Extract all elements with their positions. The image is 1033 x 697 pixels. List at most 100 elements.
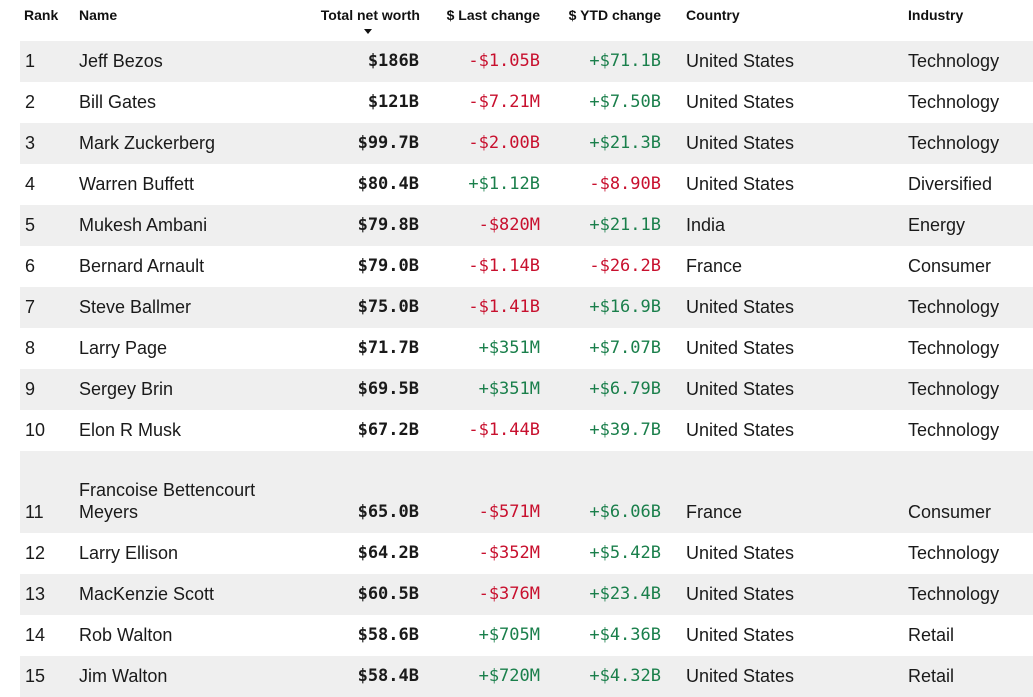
industry-cell: Consumer	[908, 502, 992, 522]
industry-cell: Retail	[908, 666, 955, 686]
net-worth-cell: $69.5B	[357, 379, 419, 399]
country-cell: United States	[686, 543, 795, 563]
ytd-change-cell: +$21.3B	[589, 133, 661, 153]
last-change-cell: +$351M	[478, 379, 540, 399]
net-worth-cell: $186B	[367, 51, 419, 71]
industry-cell: Consumer	[908, 256, 992, 276]
last-change-cell: -$571M	[478, 502, 540, 522]
ytd-change-cell: +$6.79B	[589, 379, 661, 399]
ytd-change-cell: +$4.36B	[589, 625, 661, 645]
country-cell: United States	[686, 625, 795, 645]
country-cell: India	[686, 215, 726, 235]
rank-cell: 1	[25, 51, 36, 71]
table-header: Rank Name Total net worth $ Last change …	[0, 0, 1033, 41]
industry-cell: Technology	[908, 133, 1000, 153]
name-cell[interactable]: Jim Walton	[79, 666, 168, 686]
net-worth-cell: $64.2B	[357, 543, 419, 563]
rank-cell: 7	[25, 297, 36, 317]
rank-cell: 6	[25, 256, 36, 276]
country-cell: France	[686, 256, 743, 276]
ytd-change-cell: +$7.07B	[589, 338, 661, 358]
country-column-header[interactable]: Country	[686, 7, 740, 23]
industry-cell: Technology	[908, 92, 1000, 112]
net-worth-cell: $121B	[367, 92, 419, 112]
last-change-cell: -$2.00B	[468, 133, 540, 153]
table-row[interactable]: 4 Warren Buffett $80.4B +$1.12B -$8.90B …	[20, 164, 1033, 205]
country-cell: United States	[686, 666, 795, 686]
table-row[interactable]: 2 Bill Gates $121B -$7.21M +$7.50B Unite…	[20, 82, 1033, 123]
country-cell: France	[686, 502, 743, 522]
name-cell[interactable]: Sergey Brin	[79, 379, 174, 399]
industry-cell: Diversified	[908, 174, 993, 194]
caret-down-icon	[364, 29, 372, 34]
country-cell: United States	[686, 297, 795, 317]
ytd-change-cell: +$7.50B	[589, 92, 661, 112]
table-row[interactable]: 6 Bernard Arnault $79.0B -$1.14B -$26.2B…	[20, 246, 1033, 287]
net-worth-column-header[interactable]: Total net worth	[320, 7, 420, 23]
ytd-change-column-header[interactable]: $ YTD change	[568, 7, 661, 23]
last-change-cell: -$1.14B	[468, 256, 540, 276]
table-row[interactable]: 11 Francoise Bettencourt Meyers $65.0B -…	[20, 451, 1033, 533]
table-row[interactable]: 14 Rob Walton $58.6B +$705M +$4.36B Unit…	[20, 615, 1033, 656]
name-cell[interactable]: Bill Gates	[79, 92, 157, 112]
table-row[interactable]: 13 MacKenzie Scott $60.5B -$376M +$23.4B…	[20, 574, 1033, 615]
net-worth-cell: $79.8B	[357, 215, 419, 235]
ytd-change-cell: +$5.42B	[589, 543, 661, 563]
net-worth-cell: $67.2B	[357, 420, 419, 440]
ytd-change-cell: +$71.1B	[589, 51, 661, 71]
industry-cell: Retail	[908, 625, 955, 645]
name-column-header[interactable]: Name	[79, 7, 118, 23]
name-cell[interactable]: Jeff Bezos	[79, 51, 163, 71]
name-cell[interactable]: Francoise Bettencourt Meyers	[79, 480, 256, 522]
name-cell[interactable]: Mark Zuckerberg	[79, 133, 216, 153]
table-row[interactable]: 8 Larry Page $71.7B +$351M +$7.07B Unite…	[20, 328, 1033, 369]
industry-cell: Technology	[908, 420, 1000, 440]
name-cell[interactable]: Steve Ballmer	[79, 297, 192, 317]
ytd-change-cell: +$6.06B	[589, 502, 661, 522]
country-cell: United States	[686, 133, 795, 153]
name-cell[interactable]: MacKenzie Scott	[79, 584, 215, 604]
name-cell[interactable]: Bernard Arnault	[79, 256, 205, 276]
table-body: 1 Jeff Bezos $186B -$1.05B +$71.1B Unite…	[20, 41, 1033, 697]
last-change-cell: -$1.05B	[468, 51, 540, 71]
industry-column-header[interactable]: Industry	[908, 7, 964, 23]
table-row[interactable]: 3 Mark Zuckerberg $99.7B -$2.00B +$21.3B…	[20, 123, 1033, 164]
country-cell: United States	[686, 420, 795, 440]
name-cell[interactable]: Mukesh Ambani	[79, 215, 208, 235]
rank-cell: 14	[25, 625, 46, 645]
rank-cell: 12	[25, 543, 46, 563]
net-worth-cell: $75.0B	[357, 297, 419, 317]
name-cell[interactable]: Elon R Musk	[79, 420, 182, 440]
table-row[interactable]: 10 Elon R Musk $67.2B -$1.44B +$39.7B Un…	[20, 410, 1033, 451]
table-row[interactable]: 1 Jeff Bezos $186B -$1.05B +$71.1B Unite…	[20, 41, 1033, 82]
ytd-change-cell: +$23.4B	[589, 584, 661, 604]
industry-cell: Technology	[908, 543, 1000, 563]
name-cell[interactable]: Warren Buffett	[79, 174, 195, 194]
ytd-change-cell: +$39.7B	[589, 420, 661, 440]
table-row[interactable]: 12 Larry Ellison $64.2B -$352M +$5.42B U…	[20, 533, 1033, 574]
ytd-change-cell: +$4.32B	[589, 666, 661, 686]
rank-column-header[interactable]: Rank	[24, 7, 59, 23]
name-cell[interactable]: Larry Ellison	[79, 543, 179, 563]
name-cell[interactable]: Larry Page	[79, 338, 168, 358]
rank-cell: 15	[25, 666, 46, 686]
ytd-change-cell: -$8.90B	[589, 174, 661, 194]
net-worth-cell: $58.6B	[357, 625, 419, 645]
rank-cell: 13	[25, 584, 46, 604]
last-change-cell: +$720M	[478, 666, 540, 686]
last-change-column-header[interactable]: $ Last change	[446, 7, 540, 23]
name-cell[interactable]: Rob Walton	[79, 625, 173, 645]
industry-cell: Technology	[908, 338, 1000, 358]
last-change-cell: +$1.12B	[468, 174, 540, 194]
last-change-cell: -$352M	[478, 543, 540, 563]
table-row[interactable]: 9 Sergey Brin $69.5B +$351M +$6.79B Unit…	[20, 369, 1033, 410]
ytd-change-cell: -$26.2B	[589, 256, 661, 276]
rank-cell: 9	[25, 379, 36, 399]
net-worth-cell: $58.4B	[357, 666, 419, 686]
last-change-cell: +$705M	[478, 625, 540, 645]
country-cell: United States	[686, 338, 795, 358]
table-row[interactable]: 15 Jim Walton $58.4B +$720M +$4.32B Unit…	[20, 656, 1033, 697]
industry-cell: Technology	[908, 297, 1000, 317]
table-row[interactable]: 5 Mukesh Ambani $79.8B -$820M +$21.1B In…	[20, 205, 1033, 246]
table-row[interactable]: 7 Steve Ballmer $75.0B -$1.41B +$16.9B U…	[20, 287, 1033, 328]
